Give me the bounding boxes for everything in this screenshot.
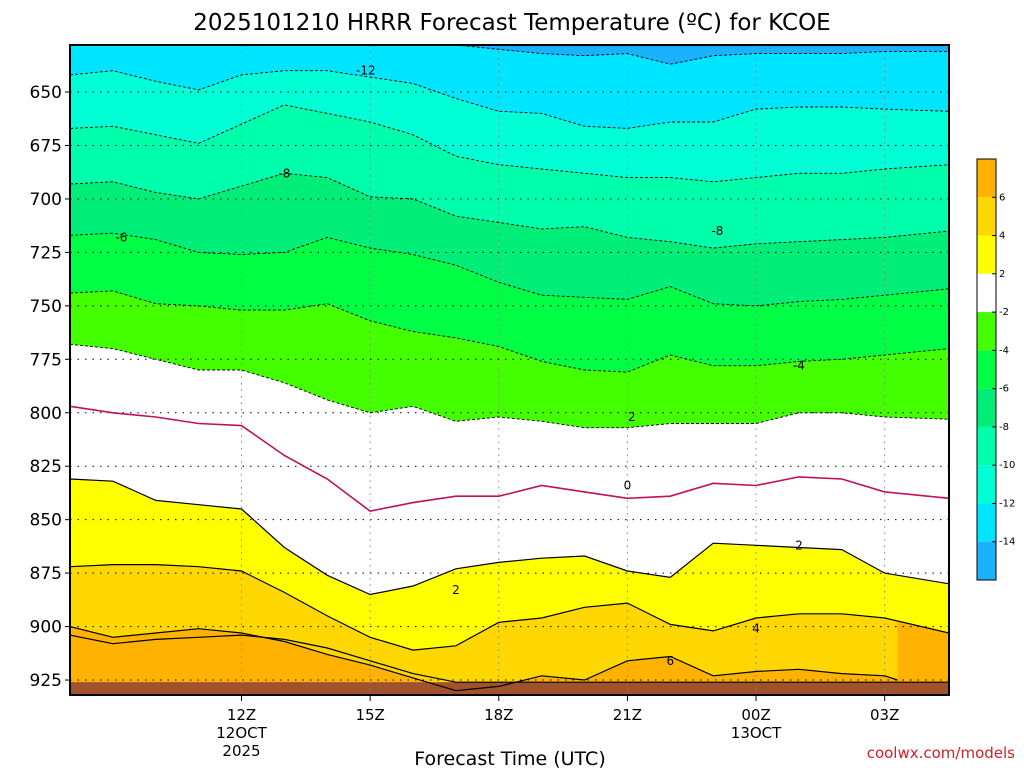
credit-text[interactable]: coolwx.com/models [867,744,1015,762]
colorbar-label: -12 [999,498,1015,509]
colorbar-label: -6 [999,384,1009,395]
colorbar-bin [977,388,996,427]
colorbar-label: 2 [999,269,1005,280]
contour-label: 2 [628,410,636,424]
contour-label: 6 [666,654,674,668]
x-tick-label: 12OCT [216,724,267,742]
colorbar-label: -10 [999,460,1015,471]
y-tick-label: 750 [30,297,62,317]
contour-label: -12 [356,64,376,78]
ground-layer [70,682,949,695]
colorbar-label: -14 [999,537,1015,548]
colorbar-bin [977,273,996,313]
isotherm--14 [454,45,949,65]
isotherm--8 [70,172,949,249]
colorbar-bin [977,541,996,580]
y-tick-label: 775 [30,350,62,370]
colorbar-label: 4 [999,231,1005,242]
contour-label: 0 [624,478,632,492]
isotherm-2 [70,478,949,596]
colorbar-frame [976,158,997,581]
colorbar-bin [977,426,996,466]
x-tick-label: 18Z [484,706,513,724]
y-tick-label: 875 [30,564,62,584]
contour-label: -8 [278,166,290,180]
isotherm-8 [70,634,949,683]
y-tick-label: 900 [30,618,62,638]
contour-label: -6 [115,230,127,244]
x-tick-label: 2025 [222,742,260,760]
isotherm-lines [70,45,949,692]
x-tick-label: 15Z [355,706,384,724]
colorbar-label: -4 [999,345,1009,356]
colorbar: 6 4 2 -2 -4 -6 -8 -10 -12 -14 [976,158,1015,581]
fill-band--14 [455,45,949,65]
colorbar-label: -8 [999,422,1009,433]
contour-label: 4 [752,622,760,636]
y-tick-label: 800 [30,404,62,424]
contour-label: 2 [452,583,460,597]
contour-labels: -12 -8 -6 -8 -4 2 0 2 2 4 6 [115,64,804,668]
x-tick-label: 12Z [227,706,256,724]
colorbar-bin [977,503,996,542]
isotherm--4 [70,290,949,373]
fill-band--12 [70,45,949,129]
temperature-fills [70,45,949,695]
isotherm-0 [70,405,949,512]
y-tick-label: 925 [30,671,62,691]
colorbar-bin [977,312,996,351]
colorbar-bin [977,159,996,198]
y-tick-label: 650 [30,83,62,103]
isotherm-6 [70,626,898,692]
plot-frame [69,44,950,696]
colorbar-bin [977,235,996,274]
colorbar-bin [977,350,996,389]
x-tick-label: 00Z [741,706,770,724]
y-axis: 650 675 700 725 750 775 800 825 850 875 900 925 [30,83,70,691]
x-tick-label: 21Z [613,706,642,724]
colorbar-label: -2 [999,307,1009,318]
contour-label: 2 [795,538,803,552]
grid-lines [70,45,949,695]
y-tick-label: 850 [30,511,62,531]
chart-title: 2025101210 HRRR Forecast Temperature (ºC… [193,10,830,36]
x-axis-label: Forecast Time (UTC) [414,748,605,768]
y-tick-label: 675 [30,136,62,156]
contour-label: -8 [711,224,723,238]
contour-label: -4 [793,359,805,373]
colorbar-label: 6 [999,192,1005,203]
y-tick-label: 725 [30,243,62,263]
isotherm--6 [70,232,949,307]
colorbar-bin [977,465,996,504]
colorbar-bin [977,197,996,236]
x-tick-label: 03Z [870,706,899,724]
isotherm--10 [70,104,949,183]
y-tick-label: 825 [30,457,62,477]
y-tick-label: 700 [30,190,62,210]
isotherm-4 [70,564,949,651]
isotherm--2 [70,343,949,429]
isotherm--12 [70,70,949,129]
x-tick-label: 13OCT [731,724,782,742]
